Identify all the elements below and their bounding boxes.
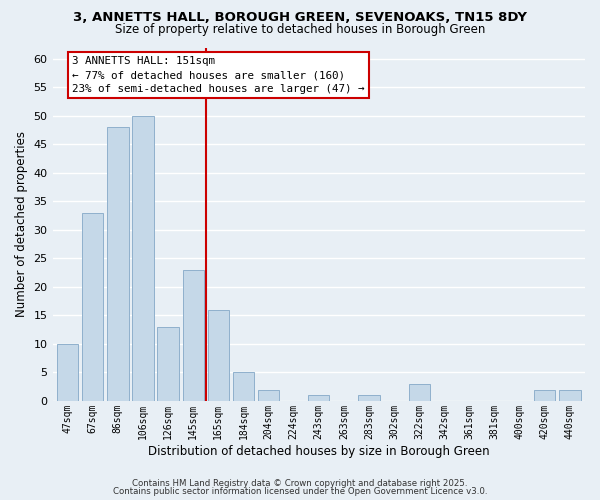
- Bar: [132, 116, 154, 401]
- Bar: [409, 384, 430, 401]
- Bar: [57, 344, 78, 401]
- Bar: [182, 270, 204, 401]
- Bar: [157, 327, 179, 401]
- Text: Contains public sector information licensed under the Open Government Licence v3: Contains public sector information licen…: [113, 486, 487, 496]
- Bar: [82, 213, 103, 401]
- Text: Contains HM Land Registry data © Crown copyright and database right 2025.: Contains HM Land Registry data © Crown c…: [132, 479, 468, 488]
- Bar: [233, 372, 254, 401]
- Bar: [258, 390, 279, 401]
- X-axis label: Distribution of detached houses by size in Borough Green: Distribution of detached houses by size …: [148, 444, 490, 458]
- Bar: [534, 390, 556, 401]
- Bar: [358, 395, 380, 401]
- Y-axis label: Number of detached properties: Number of detached properties: [15, 131, 28, 317]
- Text: Size of property relative to detached houses in Borough Green: Size of property relative to detached ho…: [115, 22, 485, 36]
- Bar: [559, 390, 581, 401]
- Bar: [308, 395, 329, 401]
- Text: 3, ANNETTS HALL, BOROUGH GREEN, SEVENOAKS, TN15 8DY: 3, ANNETTS HALL, BOROUGH GREEN, SEVENOAK…: [73, 11, 527, 24]
- Bar: [208, 310, 229, 401]
- Bar: [107, 128, 128, 401]
- Text: 3 ANNETTS HALL: 151sqm
← 77% of detached houses are smaller (160)
23% of semi-de: 3 ANNETTS HALL: 151sqm ← 77% of detached…: [72, 56, 365, 94]
